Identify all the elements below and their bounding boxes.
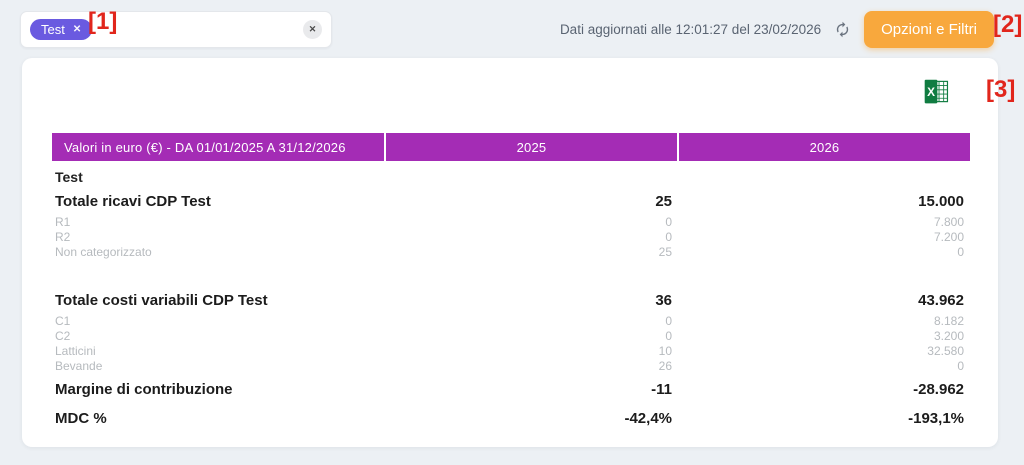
filter-chip[interactable]: Test ✕ <box>30 19 93 40</box>
row-value-2026: 43.962 <box>918 291 964 309</box>
row-value-2025: -42,4% <box>624 409 672 427</box>
row-label: C1 <box>55 313 71 328</box>
filter-input[interactable]: Test ✕ ✕ <box>20 11 332 48</box>
row-value-2025: 36 <box>655 291 672 309</box>
data-updated-text: Dati aggiornati alle 12:01:27 del 23/02/… <box>559 22 822 37</box>
row-value-2025: 26 <box>658 358 672 373</box>
financial-table: Valori in euro (€) - DA 01/01/2025 A 31/… <box>52 133 970 431</box>
table-header-2026: 2026 <box>679 133 970 161</box>
row-value-2026: 8.182 <box>933 313 964 328</box>
clear-filter-icon[interactable]: ✕ <box>303 20 322 39</box>
row-value-2026: 7.800 <box>933 214 964 229</box>
row-value-2026: -28.962 <box>913 380 964 398</box>
table-row: Non categorizzato 25 0 <box>52 244 970 259</box>
row-label: Non categorizzato <box>55 244 152 259</box>
row-value-2025: -11 <box>651 380 672 398</box>
row-value-2026: 0 <box>957 244 964 259</box>
row-value-2025: 10 <box>658 343 672 358</box>
row-label: R2 <box>55 229 71 244</box>
row-value-2026: 0 <box>957 358 964 373</box>
excel-export-icon[interactable]: X <box>923 78 950 105</box>
row-label: Bevande <box>55 358 103 373</box>
table-row: R1 0 7.800 <box>52 214 970 229</box>
table-row: MDC % -42,4% -193,1% <box>52 405 970 431</box>
row-label: Totale ricavi CDP Test <box>55 192 211 210</box>
row-value-2026: 32.580 <box>927 343 964 358</box>
table-row: R2 0 7.200 <box>52 229 970 244</box>
annotation-marker-2: [2] <box>993 11 1023 38</box>
annotation-marker-3: [3] <box>986 76 1016 103</box>
table-row: Bevande 26 0 <box>52 358 970 373</box>
row-label: MDC % <box>55 409 107 427</box>
row-value-2025: 0 <box>665 328 672 343</box>
table-header-2025: 2025 <box>386 133 677 161</box>
topbar-right: Dati aggiornati alle 12:01:27 del 23/02/… <box>560 0 994 59</box>
table-header: Valori in euro (€) - DA 01/01/2025 A 31/… <box>52 133 970 161</box>
row-value-2026: 15.000 <box>918 192 964 210</box>
row-value-2026: 3.200 <box>933 328 964 343</box>
table-row: Test <box>52 166 970 188</box>
row-label: C2 <box>55 328 71 343</box>
row-label: Latticini <box>55 343 96 358</box>
row-value-2026: -193,1% <box>908 409 964 427</box>
refresh-icon[interactable] <box>834 21 851 38</box>
row-label: Margine di contribuzione <box>55 380 233 398</box>
table-row: C1 0 8.182 <box>52 313 970 328</box>
annotation-marker-1: [1] <box>88 8 118 35</box>
chip-remove-icon[interactable]: ✕ <box>72 23 82 35</box>
table-row: C2 0 3.200 <box>52 328 970 343</box>
svg-text:X: X <box>927 85 935 99</box>
row-label: Totale costi variabili CDP Test <box>55 291 268 309</box>
row-label: R1 <box>55 214 71 229</box>
table-row: Totale ricavi CDP Test 25 15.000 <box>52 188 970 214</box>
table-row: Margine di contribuzione -11 -28.962 <box>52 376 970 402</box>
row-value-2025: 0 <box>665 214 672 229</box>
table-header-period: Valori in euro (€) - DA 01/01/2025 A 31/… <box>52 133 384 161</box>
table-row: Latticini 10 32.580 <box>52 343 970 358</box>
row-value-2025: 25 <box>655 192 672 210</box>
table-row <box>52 259 970 287</box>
row-value-2025: 0 <box>665 229 672 244</box>
row-value-2025: 25 <box>658 244 672 259</box>
row-value-2025: 0 <box>665 313 672 328</box>
table-row: Totale costi variabili CDP Test 36 43.962 <box>52 287 970 313</box>
table-rows: Test Totale ricavi CDP Test 25 15.000 R1 0 7.8… <box>52 166 970 431</box>
report-card: X Valori in euro (€) - DA 01/01/2025 A 3… <box>22 58 998 447</box>
row-label: Test <box>55 169 83 185</box>
filter-chip-label: Test <box>41 22 65 37</box>
options-filters-button[interactable]: Opzioni e Filtri <box>864 11 994 48</box>
row-value-2026: 7.200 <box>933 229 964 244</box>
